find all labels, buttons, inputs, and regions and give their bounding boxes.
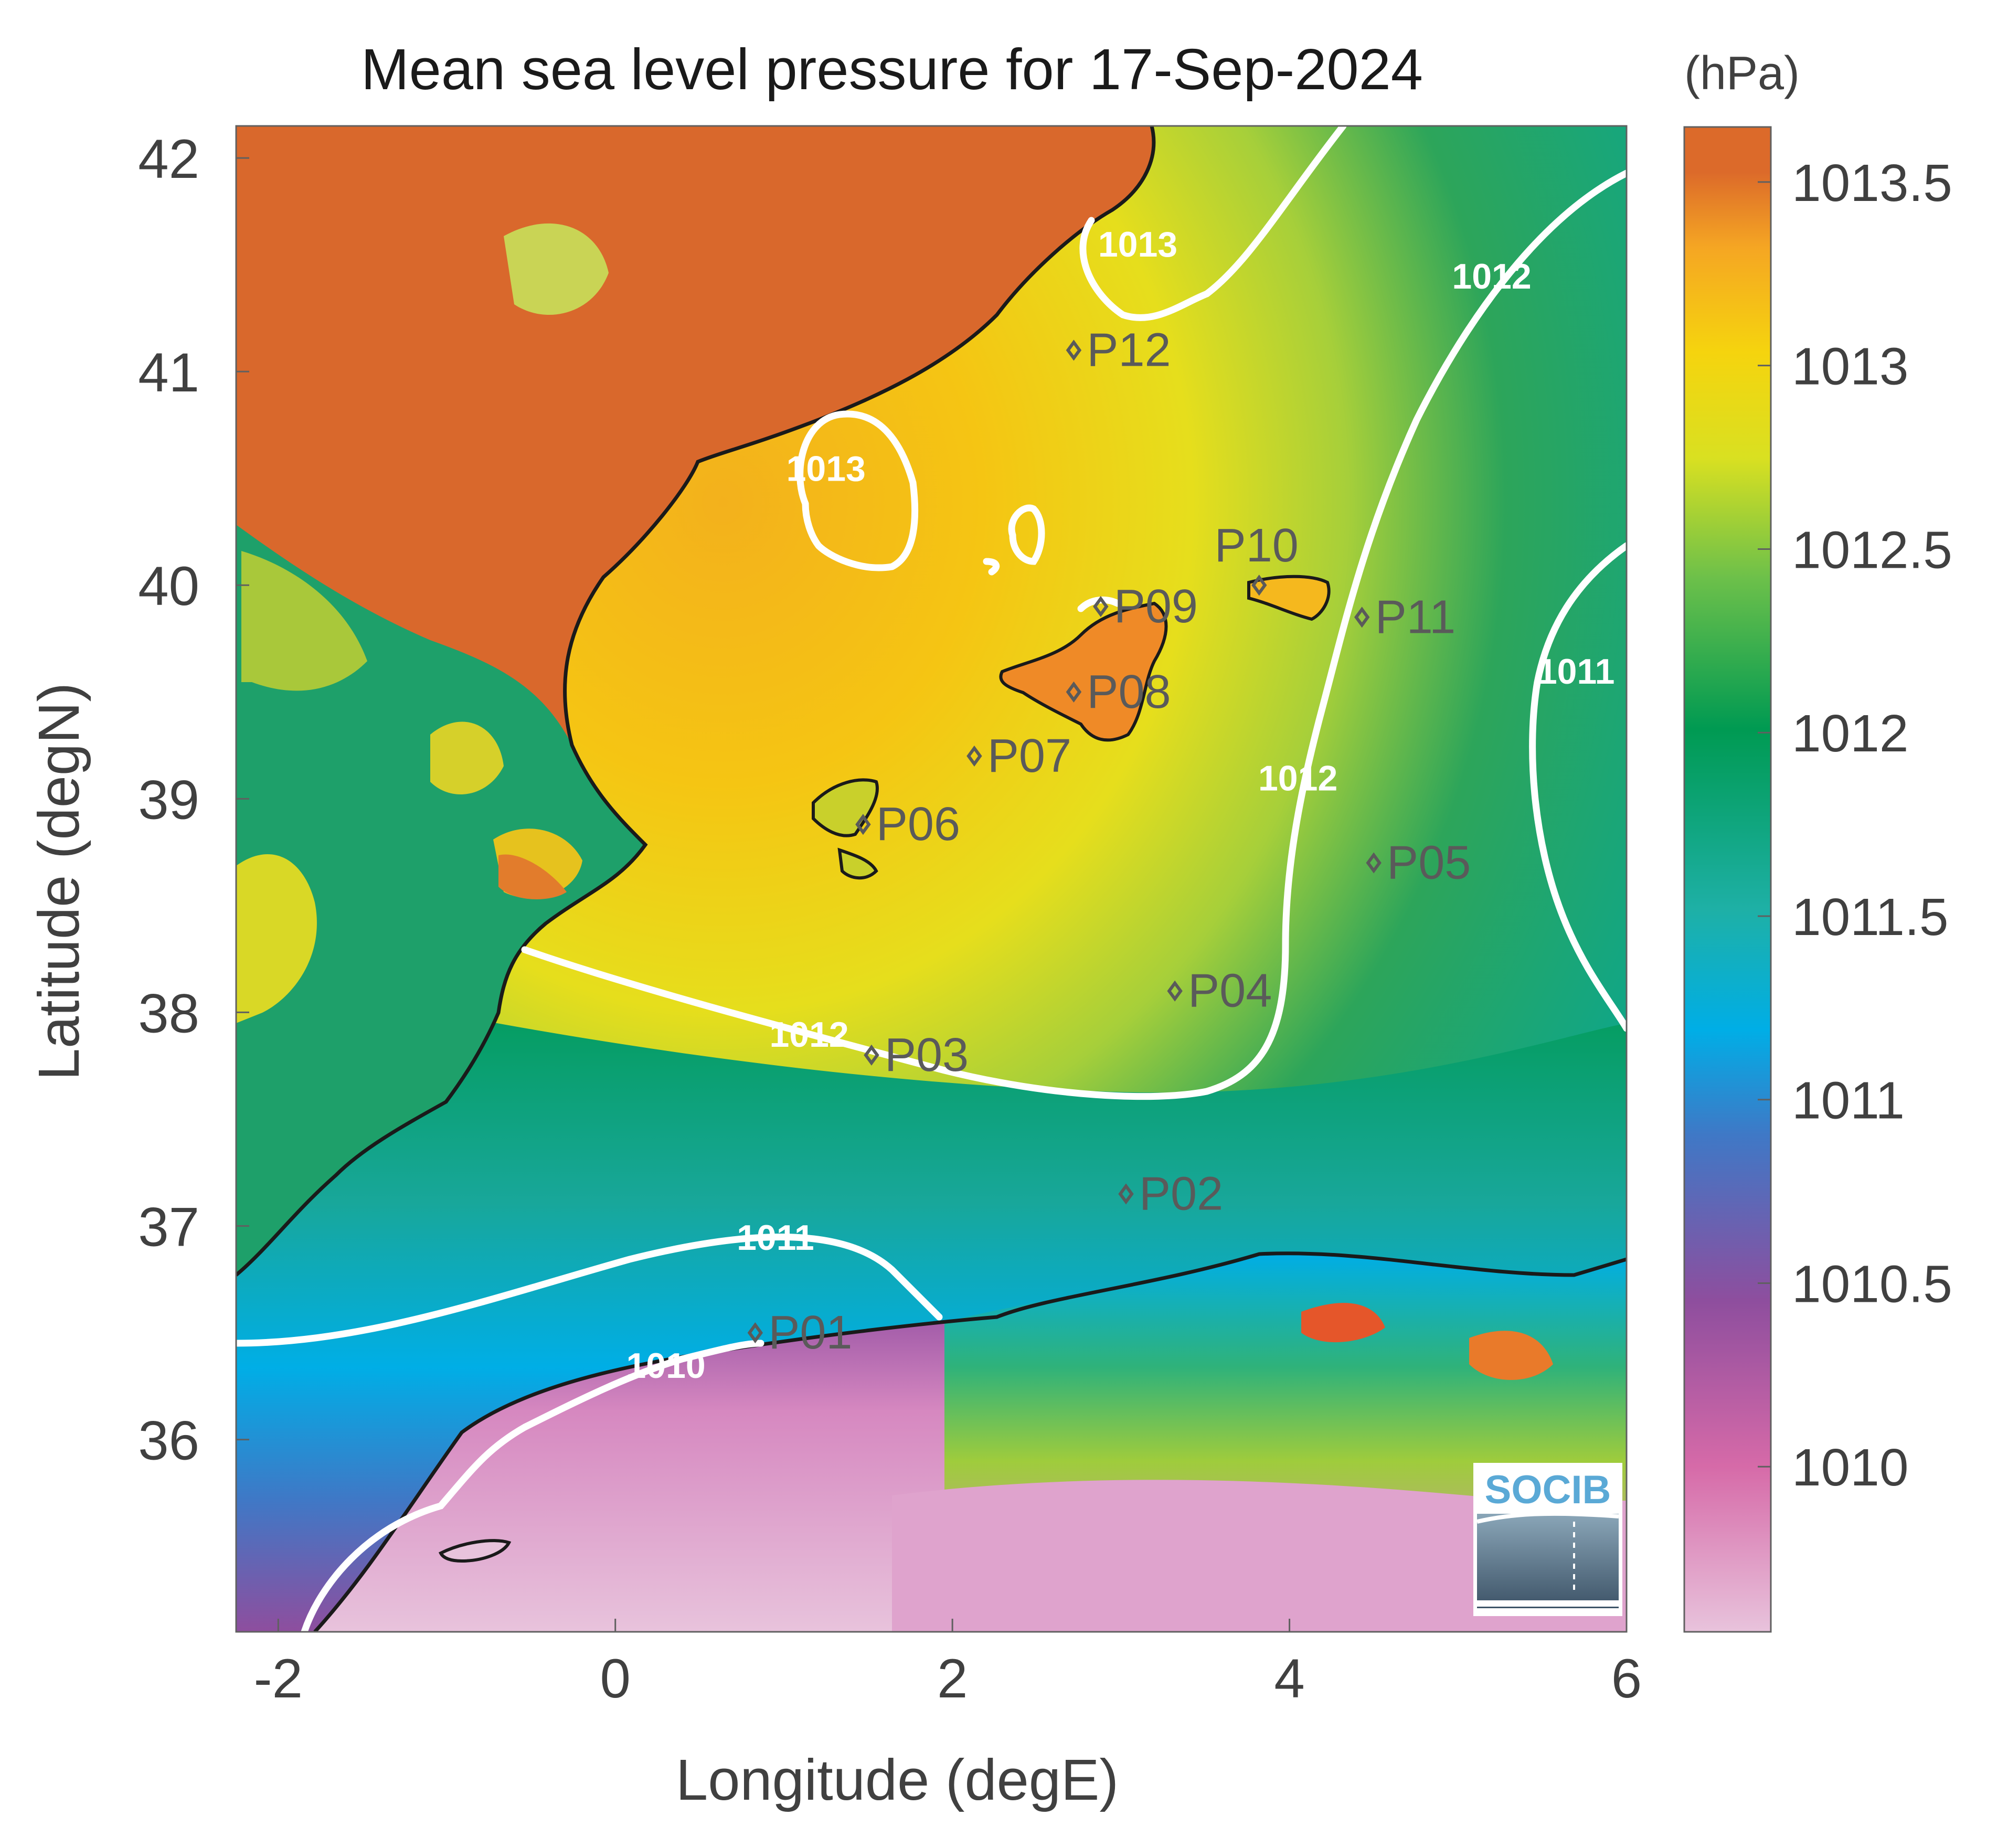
colorbar-bar xyxy=(1683,126,1772,1633)
land-africa-red-patch-2 xyxy=(1469,1331,1553,1380)
contour-label: 1013 xyxy=(1098,225,1177,264)
pressure-field-east-low xyxy=(1312,341,1627,1286)
isobar-1011-east xyxy=(1529,542,1627,1032)
colorbar-tick-label: 1013 xyxy=(1792,337,1908,396)
map-title: Mean sea level pressure for 17-Sep-2024 xyxy=(361,37,1423,102)
station-label: P05 xyxy=(1387,836,1471,889)
station-marker xyxy=(1118,1183,1134,1205)
x-tick-label: 0 xyxy=(600,1648,631,1709)
colorbar-tick-label: 1013.5 xyxy=(1792,154,1952,213)
station-label: P04 xyxy=(1188,965,1272,1017)
colorbar-tick-label: 1012 xyxy=(1792,704,1908,763)
colorbar-tick-label: 1012.5 xyxy=(1792,521,1952,579)
contour-label: 1013 xyxy=(787,449,866,488)
socib-logo-text: SOCIB xyxy=(1485,1468,1611,1512)
land-terrain-patch-6 xyxy=(504,223,609,315)
isobar-1010 xyxy=(301,1340,764,1632)
station-label: P01 xyxy=(768,1307,852,1359)
island-mallorca xyxy=(999,601,1168,742)
colorbar: 1010 1010.5 1011 1011.5 1012 1012.5 1013 1013.5… xyxy=(1683,47,1952,1633)
station-marker xyxy=(1093,596,1109,618)
isobar-1013-inland-loop xyxy=(796,410,919,571)
x-axis-ticks: -2 0 2 4 6 xyxy=(254,1619,1642,1709)
coastline-alboran-island xyxy=(438,1539,512,1563)
x-tick-label: -2 xyxy=(254,1648,303,1709)
y-tick-label: 40 xyxy=(138,556,199,617)
island-formentera xyxy=(837,847,878,880)
station-marker xyxy=(855,814,871,835)
station-label: P06 xyxy=(876,798,960,851)
station-marker xyxy=(1066,681,1082,703)
land-africa-south-pink xyxy=(892,1480,1627,1632)
contour-labels: 1013 1013 1012 1012 1012 1011 1011 1010 xyxy=(626,225,1614,1386)
stations: P01 P02 P03 P04 P05 P06 P07 P08 P09 P10 P11 P12 xyxy=(747,324,1471,1359)
station-marker xyxy=(864,1044,879,1066)
y-axis-label: Latitude (degN) xyxy=(27,683,91,1080)
contour-label: 1011 xyxy=(1537,652,1615,692)
y-tick-label: 36 xyxy=(138,1410,199,1472)
isobar-1013-small-loop-2 xyxy=(983,558,1000,576)
y-tick-label: 42 xyxy=(138,129,199,190)
station-marker xyxy=(1354,607,1370,628)
station-label: P09 xyxy=(1114,580,1198,633)
isobar-1013-north xyxy=(1079,126,1347,321)
isobar-1011-south xyxy=(236,1234,943,1347)
colorbar-tick-label: 1010.5 xyxy=(1792,1255,1952,1313)
y-tick-label: 38 xyxy=(138,983,199,1044)
station-label: P10 xyxy=(1215,519,1299,572)
station-label: P12 xyxy=(1087,324,1171,376)
land-iberia-southeast xyxy=(236,525,645,1275)
coastline-africa xyxy=(313,1251,1627,1632)
station-label: P11 xyxy=(1375,591,1455,643)
colorbar-tick-label: 1011 xyxy=(1792,1071,1905,1130)
colorbar-tick-label: 1010 xyxy=(1792,1438,1908,1497)
y-axis-ticks: 36 37 38 39 40 41 42 xyxy=(138,129,249,1472)
contour-label: 1012 xyxy=(769,1015,848,1055)
coastline-iberia xyxy=(236,126,1156,1277)
x-tick-label: 6 xyxy=(1611,1648,1642,1709)
map-frame xyxy=(235,125,1628,1633)
station-marker xyxy=(747,1322,763,1344)
contour-label: 1011 xyxy=(737,1218,814,1258)
island-menorca xyxy=(1247,575,1331,621)
land-terrain-patch-1 xyxy=(236,854,317,1023)
station-marker xyxy=(1251,575,1267,596)
colorbar-units-label: (hPa) xyxy=(1684,47,1800,100)
station-marker xyxy=(1066,339,1082,361)
land-terrain-patch-5 xyxy=(498,854,567,899)
isobar-1012-main xyxy=(521,169,1627,1100)
station-label: P08 xyxy=(1087,666,1171,718)
socib-logo: SOCIB xyxy=(1473,1463,1622,1616)
y-tick-label: 41 xyxy=(138,342,199,403)
y-tick-label: 39 xyxy=(138,769,199,831)
land-terrain-patch-4 xyxy=(430,721,504,794)
station-marker xyxy=(966,745,982,767)
land-africa-red-patch-1 xyxy=(1301,1303,1385,1343)
x-tick-label: 2 xyxy=(937,1648,968,1709)
colorbar-ticks: 1010 1010.5 1011 1011.5 1012 1012.5 1013 1013.5 xyxy=(1758,154,1952,1497)
isobar-1013-small-loop-1 xyxy=(1008,504,1045,565)
station-label: P03 xyxy=(885,1029,969,1081)
station-marker xyxy=(1167,980,1183,1002)
land-terrain-patch-3 xyxy=(241,551,367,691)
x-tick-label: 4 xyxy=(1274,1648,1304,1709)
contour-label: 1012 xyxy=(1258,759,1337,799)
station-label: P07 xyxy=(987,730,1071,782)
colorbar-tick-label: 1011.5 xyxy=(1792,888,1948,947)
contour-label: 1010 xyxy=(626,1346,705,1386)
station-marker xyxy=(1366,852,1382,874)
x-axis-label: Longitude (degE) xyxy=(676,1748,1119,1812)
contour-label: 1012 xyxy=(1452,257,1531,296)
station-label: P02 xyxy=(1139,1167,1223,1220)
y-tick-label: 37 xyxy=(138,1197,199,1258)
isobar-contours xyxy=(236,126,1627,1632)
